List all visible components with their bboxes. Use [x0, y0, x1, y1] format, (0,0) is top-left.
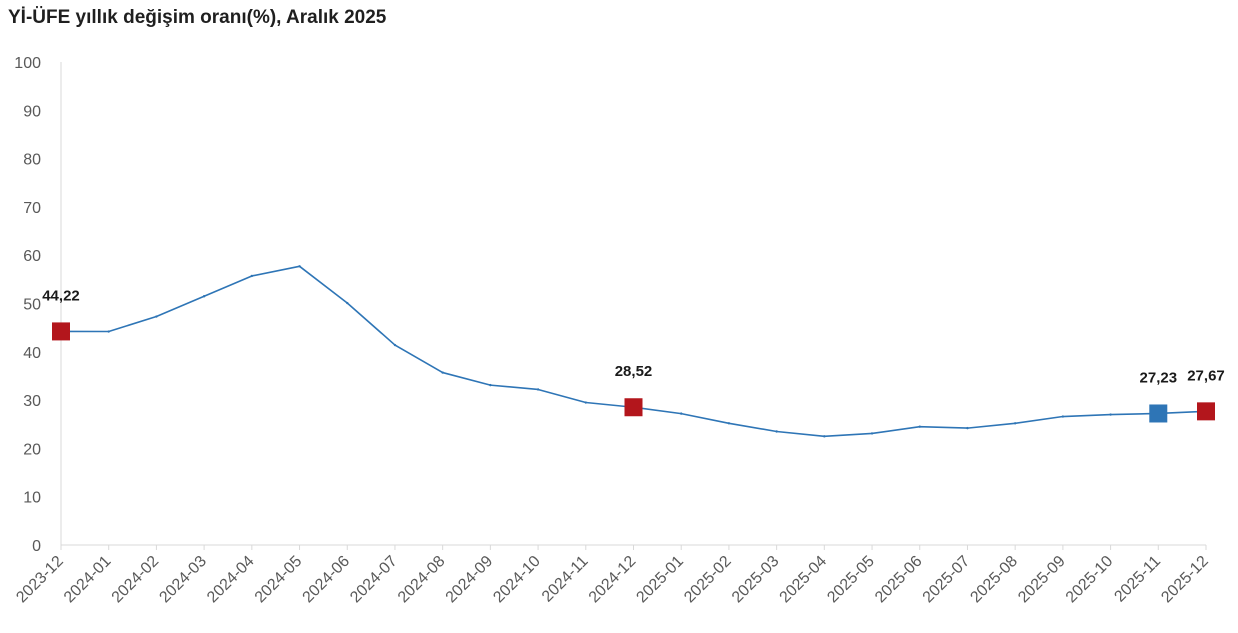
data-label: 28,52	[615, 363, 653, 380]
x-tick-label: 2024-10	[490, 553, 544, 607]
data-point	[775, 430, 778, 433]
x-tick-label: 2024-11	[539, 553, 592, 606]
highlight-marker	[1197, 402, 1215, 421]
x-tick-label: 2025-12	[1158, 553, 1212, 607]
x-tick-label: 2025-03	[729, 553, 783, 607]
x-tick-label: 2024-06	[300, 553, 354, 607]
x-tick-label: 2024-09	[443, 553, 497, 607]
y-tick-label: 50	[23, 297, 41, 314]
x-tick-label: 2025-02	[681, 553, 735, 607]
x-tick-label: 2024-12	[586, 553, 640, 607]
data-point	[202, 295, 206, 298]
y-tick-label: 10	[23, 490, 41, 507]
y-tick-label: 70	[23, 200, 41, 217]
x-tick-label: 2024-01	[61, 553, 115, 607]
data-point	[489, 383, 492, 387]
x-tick-label: 2025-10	[1063, 553, 1117, 607]
y-tick-label: 20	[23, 441, 41, 458]
y-tick-label: 80	[23, 152, 41, 169]
x-tick-label: 2025-06	[872, 553, 926, 607]
x-tick-label: 2025-08	[967, 553, 1021, 607]
data-point	[1013, 422, 1017, 425]
x-tick-label: 2025-01	[633, 553, 687, 607]
data-point	[966, 426, 969, 430]
data-label: 44,22	[42, 287, 80, 304]
data-point	[1109, 413, 1112, 416]
data-point	[727, 422, 731, 425]
y-tick-label: 0	[32, 538, 41, 555]
data-point	[393, 343, 397, 347]
highlight-marker	[1149, 404, 1168, 423]
x-tick-label: 2023-12	[13, 553, 67, 607]
y-tick-label: 90	[23, 103, 41, 120]
chart-title: Yİ-ÜFE yıllık değişim oranı(%), Aralık 2…	[8, 7, 387, 28]
highlight-marker	[52, 322, 70, 341]
data-point	[155, 315, 158, 318]
data-point	[536, 388, 540, 391]
x-tick-label: 2024-05	[252, 553, 306, 607]
highlight-marker	[624, 398, 643, 417]
data-label: 27,23	[1140, 369, 1178, 386]
y-tick-label: 40	[23, 345, 41, 362]
x-tick-label: 2025-11	[1111, 553, 1164, 606]
x-tick-label: 2024-08	[395, 553, 449, 607]
data-point	[918, 425, 921, 428]
x-tick-label: 2024-02	[109, 553, 163, 607]
y-tick-label: 30	[23, 393, 41, 410]
data-label: 27,67	[1187, 367, 1225, 384]
data-point	[680, 412, 683, 415]
data-point	[250, 274, 254, 278]
data-point	[298, 265, 301, 268]
x-tick-label: 2024-07	[347, 553, 401, 607]
data-point	[107, 330, 110, 333]
data-point	[346, 301, 349, 305]
x-tick-label: 2024-04	[204, 553, 258, 607]
data-point	[1061, 415, 1065, 418]
y-tick-label: 100	[14, 55, 41, 72]
x-tick-label: 2024-03	[156, 553, 210, 607]
data-point	[441, 371, 444, 374]
y-tick-label: 60	[23, 248, 41, 265]
data-point	[584, 401, 587, 404]
x-tick-label: 2025-04	[777, 553, 831, 607]
x-tick-label: 2025-09	[1015, 553, 1069, 607]
data-point	[823, 435, 826, 438]
data-point	[870, 432, 874, 435]
x-tick-label: 2025-07	[920, 553, 974, 607]
x-tick-label: 2025-05	[824, 553, 878, 607]
